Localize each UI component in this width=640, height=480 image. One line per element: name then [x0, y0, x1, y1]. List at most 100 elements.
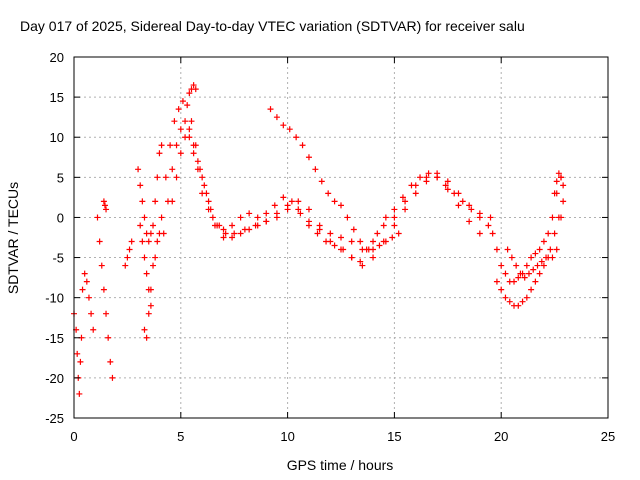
- data-point: [205, 206, 212, 213]
- data-point: [124, 254, 131, 261]
- data-point: [143, 270, 150, 277]
- data-point: [141, 326, 148, 333]
- data-point: [434, 174, 441, 181]
- data-point: [395, 230, 402, 237]
- data-point: [476, 214, 483, 221]
- data-point: [517, 270, 524, 277]
- data-point: [553, 246, 560, 253]
- x-tick-label: 25: [601, 429, 615, 444]
- data-point: [280, 194, 287, 201]
- data-point: [188, 118, 195, 125]
- data-point: [286, 126, 293, 133]
- data-point: [141, 214, 148, 221]
- data-point: [545, 230, 552, 237]
- data-point: [553, 178, 560, 185]
- y-tick-label: 20: [50, 50, 64, 65]
- data-point: [389, 234, 396, 241]
- data-point: [551, 190, 558, 197]
- data-point: [370, 254, 377, 261]
- data-point: [158, 142, 165, 149]
- data-point: [205, 198, 212, 205]
- data-point: [100, 286, 107, 293]
- data-point: [451, 190, 458, 197]
- data-point: [316, 222, 323, 229]
- y-tick-label: -15: [45, 331, 64, 346]
- series-arc-02: [79, 270, 97, 333]
- data-point: [560, 198, 567, 205]
- data-point: [98, 262, 105, 269]
- y-tick-label: 15: [50, 90, 64, 105]
- data-point: [327, 230, 334, 237]
- y-tick-label: -20: [45, 371, 64, 386]
- data-point: [521, 274, 528, 281]
- data-point: [171, 118, 178, 125]
- data-point: [76, 390, 83, 397]
- data-point: [162, 174, 169, 181]
- y-tick-label: 5: [57, 170, 64, 185]
- data-point: [273, 114, 280, 121]
- data-point: [201, 182, 208, 189]
- data-point: [338, 246, 344, 253]
- data-point: [107, 358, 114, 365]
- data-point: [100, 198, 107, 205]
- data-point: [81, 270, 88, 277]
- data-point: [299, 142, 306, 149]
- data-point: [147, 286, 154, 293]
- data-point: [237, 230, 244, 237]
- data-point: [536, 270, 543, 277]
- data-point: [199, 174, 206, 181]
- data-point: [459, 198, 466, 205]
- data-point: [231, 230, 238, 237]
- data-point: [194, 158, 201, 165]
- data-point: [532, 278, 539, 285]
- data-point: [101, 202, 108, 209]
- data-point: [150, 262, 157, 269]
- data-point: [190, 150, 197, 157]
- data-point: [79, 286, 86, 293]
- data-point: [468, 206, 475, 213]
- data-point: [331, 242, 338, 249]
- data-point: [173, 142, 180, 149]
- series-arc-10: [162, 98, 494, 253]
- data-point: [344, 214, 351, 221]
- data-point: [184, 102, 191, 109]
- series-arc-18: [551, 170, 567, 197]
- data-point: [312, 166, 319, 173]
- data-point: [295, 198, 302, 205]
- data-point: [498, 262, 505, 269]
- data-point: [173, 174, 180, 181]
- data-point: [190, 142, 197, 149]
- data-point: [374, 230, 381, 237]
- data-point: [325, 190, 332, 197]
- data-point: [402, 198, 409, 205]
- data-point: [126, 246, 133, 253]
- data-layer: [71, 82, 567, 397]
- chart-title: Day 017 of 2025, Sidereal Day-to-day VTE…: [20, 18, 525, 34]
- x-tick-label: 5: [177, 429, 184, 444]
- data-point: [425, 170, 432, 177]
- data-point: [143, 334, 150, 341]
- x-tick-label: 20: [494, 429, 508, 444]
- data-point: [417, 174, 424, 181]
- series-arc-08: [141, 262, 157, 341]
- data-point: [357, 258, 364, 265]
- data-point: [558, 174, 565, 181]
- data-point: [423, 178, 430, 185]
- data-point: [186, 90, 193, 97]
- data-point: [314, 230, 321, 237]
- data-point: [190, 82, 197, 89]
- label-layer: 0 5 10 15 20 25 -25 -20 -15 -10 -5 0 5 10 15 20: [45, 50, 615, 444]
- data-point: [145, 238, 152, 245]
- data-point: [305, 206, 312, 213]
- data-point: [164, 198, 171, 205]
- grid-layer: [74, 57, 608, 418]
- data-point: [444, 186, 451, 193]
- data-point: [177, 150, 184, 157]
- data-point: [442, 182, 449, 189]
- data-point: [502, 270, 509, 277]
- data-point: [284, 206, 291, 213]
- data-point: [254, 222, 261, 229]
- data-point: [297, 210, 304, 217]
